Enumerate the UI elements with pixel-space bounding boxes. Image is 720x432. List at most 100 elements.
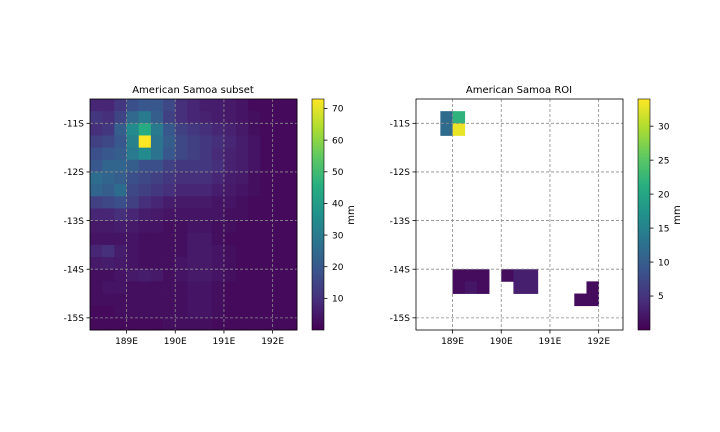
heatmap-cell: [138, 159, 152, 173]
heatmap-cell: [440, 123, 453, 136]
heatmap-cell: [102, 99, 115, 112]
heatmap-cell: [272, 111, 286, 124]
heatmap-cell: [175, 317, 188, 331]
subset-colorbar-label: mm: [346, 205, 357, 224]
heatmap-cell: [236, 269, 249, 282]
colorbar-tick-label: 70: [332, 105, 344, 115]
heatmap-cell: [211, 305, 225, 319]
heatmap-cell: [138, 269, 152, 282]
heatmap-cell: [272, 305, 286, 319]
heatmap-cell: [211, 293, 225, 307]
heatmap-cell: [163, 147, 176, 161]
roi-title: American Samoa ROI: [466, 85, 572, 96]
heatmap-cell: [90, 208, 103, 221]
heatmap-cell: [102, 196, 115, 209]
heatmap-cell: [175, 305, 188, 319]
panel-subset: American Samoa subset 189E 190E 191E 192E -1…: [64, 85, 357, 347]
heatmap-cell: [114, 123, 127, 136]
heatmap-cell: [199, 269, 213, 282]
heatmap-cell: [150, 159, 164, 173]
heatmap-cell: [211, 244, 225, 258]
heatmap-cell: [126, 232, 140, 246]
heatmap-cell: [199, 147, 213, 161]
heatmap-cell: [452, 111, 466, 124]
heatmap-cell: [248, 257, 261, 270]
heatmap-cell: [260, 293, 274, 307]
heatmap-cell: [102, 244, 115, 258]
heatmap-cell: [223, 317, 237, 331]
heatmap-cell: [163, 135, 176, 149]
heatmap-cell: [175, 171, 188, 185]
heatmap-cell: [187, 184, 200, 197]
heatmap-cell: [284, 305, 298, 319]
heatmap-cell: [199, 220, 213, 234]
heatmap-cell: [248, 159, 261, 173]
heatmap-cell: [90, 269, 103, 282]
heatmap-cell: [102, 147, 115, 161]
heatmap-cell: [464, 269, 478, 282]
heatmap-cell: [260, 317, 274, 331]
heatmap-cell: [236, 159, 249, 173]
heatmap-cell: [236, 184, 249, 197]
heatmap-cell: [452, 281, 466, 294]
heatmap-cell: [211, 111, 225, 124]
heatmap-cell: [150, 244, 164, 258]
heatmap-cell: [236, 135, 249, 149]
heatmap-cell: [284, 208, 298, 221]
heatmap-cell: [211, 281, 225, 294]
x-tick-label: 190E: [490, 337, 513, 347]
heatmap-cell: [90, 305, 103, 319]
heatmap-cell: [90, 317, 103, 331]
heatmap-cell: [126, 281, 140, 294]
heatmap-cell: [236, 196, 249, 209]
heatmap-cell: [248, 232, 261, 246]
heatmap-cell: [187, 99, 200, 112]
heatmap-cell: [163, 99, 176, 112]
heatmap-cell: [187, 269, 200, 282]
heatmap-cell: [102, 171, 115, 185]
heatmap-cell: [248, 111, 261, 124]
heatmap-cell: [284, 232, 298, 246]
heatmap-cell: [163, 257, 176, 270]
heatmap-cell: [126, 293, 140, 307]
heatmap-cell: [187, 281, 200, 294]
heatmap-cell: [175, 232, 188, 246]
heatmap-cell: [272, 244, 286, 258]
heatmap-cell: [163, 293, 176, 307]
subset-ticks: 189E 190E 191E 192E -11S -12S -13S -14S -15S: [64, 120, 285, 347]
y-tick-label: -13S: [390, 217, 411, 227]
heatmap-cell: [284, 147, 298, 161]
heatmap-cell: [272, 269, 286, 282]
heatmap-cell: [114, 184, 127, 197]
x-tick-label: 189E: [115, 337, 138, 347]
heatmap-cell: [102, 159, 115, 173]
heatmap-cell: [175, 244, 188, 258]
heatmap-cell: [126, 305, 140, 319]
heatmap-cell: [163, 196, 176, 209]
heatmap-cell: [199, 305, 213, 319]
heatmap-cell: [175, 147, 188, 161]
x-tick-label: 192E: [587, 337, 610, 347]
heatmap-cell: [260, 184, 274, 197]
heatmap-cell: [223, 257, 237, 270]
heatmap-cell: [126, 317, 140, 331]
heatmap-cell: [90, 99, 103, 112]
heatmap-cell: [126, 135, 140, 149]
heatmap-cell: [260, 281, 274, 294]
heatmap-cell: [126, 184, 140, 197]
heatmap-cell: [90, 257, 103, 270]
heatmap-cell: [236, 305, 249, 319]
heatmap-cell: [248, 135, 261, 149]
heatmap-cell: [525, 281, 539, 294]
heatmap-cell: [272, 281, 286, 294]
heatmap-cell: [126, 208, 140, 221]
heatmap-cell: [260, 171, 274, 185]
heatmap-cell: [272, 208, 286, 221]
heatmap-cell: [272, 220, 286, 234]
heatmap-cell: [163, 123, 176, 136]
x-tick-label: 192E: [261, 337, 284, 347]
heatmap-cell: [260, 123, 274, 136]
heatmap-cell: [90, 135, 103, 149]
heatmap-cell: [211, 196, 225, 209]
